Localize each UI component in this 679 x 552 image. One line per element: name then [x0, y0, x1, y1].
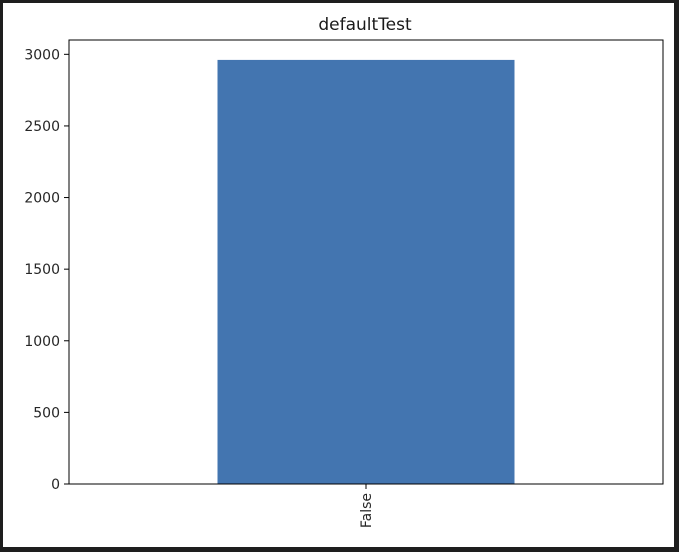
y-tick-label: 500: [33, 405, 60, 421]
y-tick-label: 2500: [24, 119, 60, 135]
x-tick-label: False: [359, 493, 375, 528]
y-tick-label: 0: [51, 477, 60, 493]
x-axis: False: [359, 484, 375, 528]
bar-chart: defaultTest 0 500 1000 1500 2000 2500 3000 Fal…: [24, 15, 664, 528]
chart-frame: defaultTest 0 500 1000 1500 2000 2500 3000 Fal…: [3, 3, 674, 547]
y-axis: 0 500 1000 1500 2000 2500 3000: [24, 47, 69, 493]
y-tick-label: 2000: [24, 191, 60, 207]
y-tick-label: 3000: [24, 47, 60, 63]
bars-group: [217, 59, 515, 484]
chart-title: defaultTest: [318, 15, 412, 35]
y-tick-label: 1500: [24, 262, 60, 278]
bar-false: [217, 59, 515, 484]
y-tick-label: 1000: [24, 334, 60, 350]
plot-area-frame: [68, 39, 664, 485]
